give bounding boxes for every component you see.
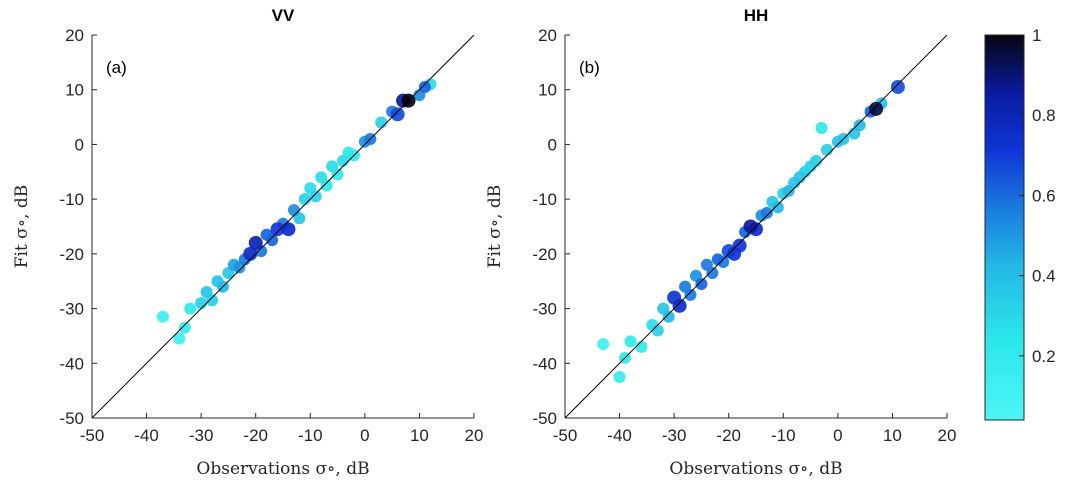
chart-panel-vv: -50 -40 -30 -20 -10 0 10 20 -50 -40 -30 -20 -10 0 10 20… bbox=[12, 6, 483, 479]
y-tick-label: -50 bbox=[59, 409, 84, 428]
colorbar-tick-label: 0.8 bbox=[1032, 106, 1056, 125]
data-point bbox=[200, 286, 213, 299]
colorbar-tick-label: 0.4 bbox=[1032, 267, 1056, 286]
y-tick-label: -20 bbox=[532, 245, 557, 264]
y-tick-label: 20 bbox=[538, 26, 557, 45]
data-point bbox=[695, 277, 708, 290]
data-point bbox=[178, 321, 191, 334]
data-point bbox=[662, 310, 675, 323]
data-point bbox=[869, 101, 884, 116]
data-point bbox=[156, 310, 169, 323]
x-tick-label: 10 bbox=[883, 426, 902, 445]
colorbar-gradient bbox=[984, 34, 1025, 421]
data-point bbox=[624, 335, 637, 348]
data-point bbox=[853, 119, 866, 132]
chart-title: VV bbox=[272, 6, 295, 25]
data-point bbox=[309, 190, 322, 203]
data-point bbox=[613, 370, 626, 383]
x-tick-label: 20 bbox=[465, 426, 484, 445]
data-point bbox=[375, 116, 388, 129]
data-point bbox=[287, 204, 300, 217]
y-tick-label: -10 bbox=[59, 190, 84, 209]
data-point bbox=[793, 171, 806, 184]
data-point bbox=[672, 298, 687, 313]
data-point bbox=[281, 222, 296, 237]
data-point bbox=[390, 107, 405, 122]
data-point bbox=[760, 206, 773, 219]
one-to-one-line bbox=[92, 35, 474, 418]
data-point bbox=[270, 222, 285, 237]
data-point bbox=[635, 340, 648, 353]
data-point bbox=[184, 302, 197, 315]
x-tick-label: -40 bbox=[134, 426, 159, 445]
data-point bbox=[706, 267, 719, 280]
data-point bbox=[820, 143, 833, 156]
data-point bbox=[195, 297, 208, 310]
data-point bbox=[771, 201, 784, 214]
y-tick-label: 0 bbox=[548, 135, 557, 154]
y-tick-label: -50 bbox=[532, 409, 557, 428]
colorbar: 0.2 0.4 0.6 0.8 1 bbox=[984, 26, 1056, 421]
chart-title: HH bbox=[744, 6, 769, 25]
data-point bbox=[815, 122, 828, 135]
one-to-one-line bbox=[565, 35, 947, 418]
y-tick-label: 20 bbox=[65, 26, 84, 45]
x-tick-label: -30 bbox=[189, 426, 214, 445]
x-tick-label: -10 bbox=[771, 426, 796, 445]
x-tick-label: -10 bbox=[298, 426, 323, 445]
data-point bbox=[337, 154, 350, 167]
y-tick-label: 10 bbox=[65, 81, 84, 100]
y-axis-label: Fit σ∘, dB bbox=[12, 185, 32, 269]
chart-panel-hh: -50 -40 -30 -20 -10 0 10 20 -50 -40 -30 -20 -10 0 10 20… bbox=[485, 6, 956, 479]
x-tick-label: -20 bbox=[716, 426, 741, 445]
data-point bbox=[298, 193, 311, 206]
x-axis-label: Observations σ∘, dB bbox=[669, 459, 842, 479]
x-tick-label: -50 bbox=[80, 426, 105, 445]
x-tick-label: 20 bbox=[938, 426, 957, 445]
data-point bbox=[684, 288, 697, 301]
y-tick-label: -30 bbox=[59, 300, 84, 319]
y-axis-label: Fit σ∘, dB bbox=[485, 185, 505, 269]
colorbar-tick-label: 1 bbox=[1032, 26, 1041, 45]
x-tick-label: 0 bbox=[833, 426, 842, 445]
data-point bbox=[418, 80, 431, 93]
panel-label: (a) bbox=[106, 58, 127, 77]
data-point bbox=[743, 219, 758, 234]
data-point bbox=[326, 160, 339, 173]
y-tick-label: -30 bbox=[532, 300, 557, 319]
data-point bbox=[266, 234, 279, 247]
data-point bbox=[810, 154, 823, 167]
colorbar-tick-label: 0.2 bbox=[1032, 347, 1056, 366]
data-point bbox=[315, 171, 328, 184]
data-point bbox=[248, 235, 263, 250]
data-point bbox=[173, 332, 186, 345]
data-point bbox=[732, 238, 747, 253]
data-point bbox=[890, 79, 905, 94]
x-axis-label: Observations σ∘, dB bbox=[196, 459, 369, 479]
x-tick-label: 0 bbox=[360, 426, 369, 445]
x-tick-label: -20 bbox=[243, 426, 268, 445]
panel-label: (b) bbox=[579, 58, 600, 77]
x-tick-label: 10 bbox=[410, 426, 429, 445]
data-point bbox=[243, 246, 258, 261]
colorbar-tick-label: 0.6 bbox=[1032, 186, 1056, 205]
x-tick-label: -40 bbox=[607, 426, 632, 445]
x-tick-label: -30 bbox=[662, 426, 687, 445]
y-tick-label: -10 bbox=[532, 190, 557, 209]
x-tick-label: -50 bbox=[553, 426, 578, 445]
data-point bbox=[782, 184, 795, 197]
data-point bbox=[711, 253, 724, 266]
y-tick-label: -40 bbox=[59, 354, 84, 373]
data-point bbox=[597, 338, 610, 351]
data-point bbox=[651, 324, 664, 337]
y-tick-label: 10 bbox=[538, 81, 557, 100]
y-tick-label: -40 bbox=[532, 354, 557, 373]
y-tick-label: -20 bbox=[59, 245, 84, 264]
y-tick-label: 0 bbox=[75, 135, 84, 154]
